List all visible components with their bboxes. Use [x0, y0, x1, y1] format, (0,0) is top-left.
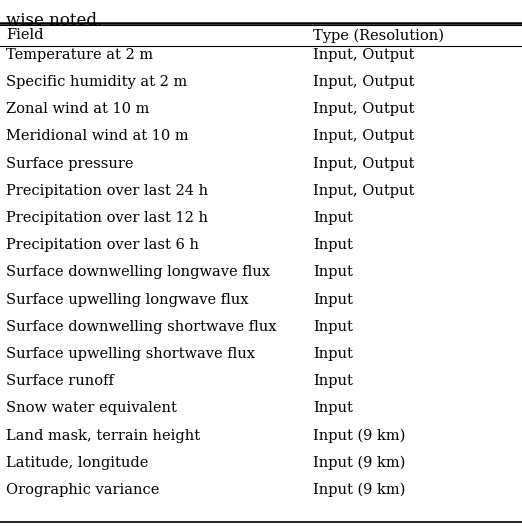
- Text: Input, Output: Input, Output: [313, 48, 414, 62]
- Text: Input, Output: Input, Output: [313, 75, 414, 89]
- Text: Input: Input: [313, 401, 353, 416]
- Text: Field: Field: [6, 29, 44, 42]
- Text: Input, Output: Input, Output: [313, 129, 414, 144]
- Text: Surface upwelling shortwave flux: Surface upwelling shortwave flux: [6, 347, 255, 361]
- Text: wise noted.: wise noted.: [6, 12, 102, 29]
- Text: Precipitation over last 6 h: Precipitation over last 6 h: [6, 238, 199, 252]
- Text: Orographic variance: Orographic variance: [6, 483, 160, 497]
- Text: Input, Output: Input, Output: [313, 102, 414, 116]
- Text: Zonal wind at 10 m: Zonal wind at 10 m: [6, 102, 150, 116]
- Text: Surface runoff: Surface runoff: [6, 374, 114, 388]
- Text: Snow water equivalent: Snow water equivalent: [6, 401, 177, 416]
- Text: Surface pressure: Surface pressure: [6, 157, 134, 171]
- Text: Land mask, terrain height: Land mask, terrain height: [6, 429, 200, 442]
- Text: Input: Input: [313, 347, 353, 361]
- Text: Input: Input: [313, 266, 353, 279]
- Text: Meridional wind at 10 m: Meridional wind at 10 m: [6, 129, 189, 144]
- Text: Precipitation over last 24 h: Precipitation over last 24 h: [6, 184, 208, 198]
- Text: Input: Input: [313, 293, 353, 307]
- Text: Input, Output: Input, Output: [313, 184, 414, 198]
- Text: Input: Input: [313, 238, 353, 252]
- Text: Surface downwelling shortwave flux: Surface downwelling shortwave flux: [6, 320, 277, 334]
- Text: Input: Input: [313, 320, 353, 334]
- Text: Input: Input: [313, 211, 353, 225]
- Text: Input (9 km): Input (9 km): [313, 456, 406, 470]
- Text: Specific humidity at 2 m: Specific humidity at 2 m: [6, 75, 187, 89]
- Text: Input, Output: Input, Output: [313, 157, 414, 171]
- Text: Precipitation over last 12 h: Precipitation over last 12 h: [6, 211, 208, 225]
- Text: Temperature at 2 m: Temperature at 2 m: [6, 48, 153, 62]
- Text: Input (9 km): Input (9 km): [313, 428, 406, 443]
- Text: Latitude, longitude: Latitude, longitude: [6, 456, 149, 470]
- Text: Surface downwelling longwave flux: Surface downwelling longwave flux: [6, 266, 270, 279]
- Text: Input: Input: [313, 374, 353, 388]
- Text: Input (9 km): Input (9 km): [313, 483, 406, 497]
- Text: Surface upwelling longwave flux: Surface upwelling longwave flux: [6, 293, 249, 307]
- Text: Type (Resolution): Type (Resolution): [313, 28, 444, 43]
